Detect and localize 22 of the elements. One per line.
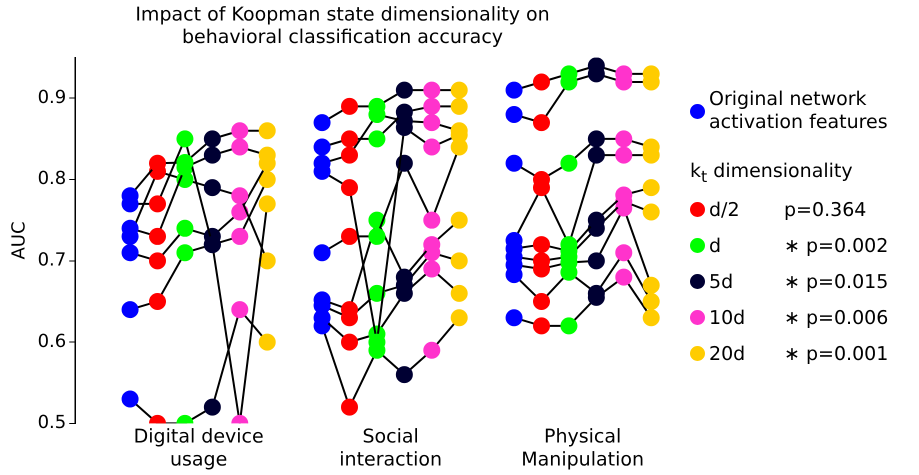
y-tick-label: 0.8	[38, 168, 66, 190]
text: ∗ p=0.006	[784, 306, 888, 331]
text: ∗ p=0.002	[784, 234, 888, 259]
text: 10d	[709, 306, 746, 331]
y-tick-label: 0.6	[38, 330, 66, 352]
text: ∗ p=0.001	[784, 342, 888, 367]
y-axis-title: AUC	[8, 221, 30, 260]
x-tick-label: Social interaction	[339, 426, 442, 471]
chart-title: Impact of Koopman state dimensionality on behavioral classification accuracy	[135, 3, 550, 48]
text: 20d	[709, 342, 746, 367]
text: Original network activation features	[709, 88, 889, 134]
y-tick-label: 0.9	[38, 86, 66, 108]
text: ∗ p=0.015	[784, 270, 888, 295]
text: p=0.364	[784, 198, 866, 223]
y-tick-label: 0.5	[38, 412, 66, 434]
text: 5d	[709, 270, 734, 295]
x-tick-label: Physical Manipulation	[521, 426, 644, 471]
text: d	[709, 234, 722, 259]
text: d/2	[709, 198, 741, 223]
x-tick-label: Digital device usage	[134, 426, 264, 471]
legend-title: k$_{t}$ dimensionality	[690, 159, 854, 188]
y-tick-label: 0.7	[38, 249, 66, 270]
